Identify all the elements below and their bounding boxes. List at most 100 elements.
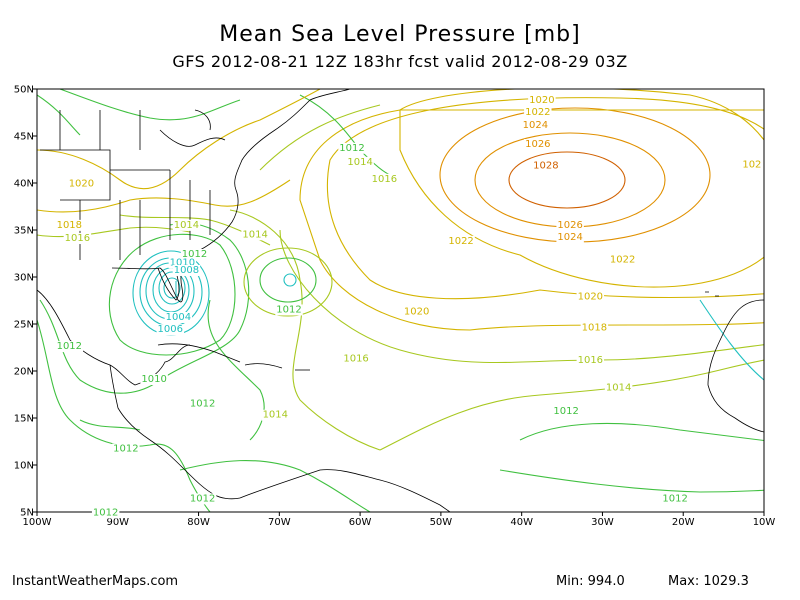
contour-label: 1016 — [578, 355, 603, 366]
isobar-1020-us — [37, 89, 321, 190]
contour-label-bg — [164, 311, 193, 323]
coast-cuba — [157, 343, 241, 363]
contour-label: 1012 — [113, 444, 138, 455]
site-credit: InstantWeatherMaps.com — [12, 574, 179, 589]
coast-south-america — [239, 469, 451, 512]
isobar-storm-1 — [163, 277, 181, 299]
contour-label: 1020 — [69, 179, 94, 190]
contour-label: 1020 — [578, 291, 603, 302]
contour-label-bg — [168, 257, 197, 269]
contour-label: 1024 — [523, 120, 548, 131]
lat-label: 15N — [14, 414, 34, 425]
isobar-1012-atl — [207, 299, 764, 493]
lon-label: 100W — [23, 517, 52, 528]
isobar-1016 — [259, 104, 764, 364]
contour-label: 1020 — [404, 306, 429, 317]
lon-label: 40W — [510, 517, 533, 528]
contour-label-bg — [188, 398, 217, 410]
contour-label-bg — [346, 156, 374, 168]
lon-label: 70W — [268, 517, 291, 528]
isobar-1020 — [326, 97, 764, 300]
contour-label: 1014 — [347, 157, 372, 168]
lon-label: 50W — [430, 517, 453, 528]
lat-label: 10N — [14, 461, 34, 472]
contour-label: 1014 — [263, 410, 288, 421]
lat-label: 20N — [14, 367, 34, 378]
isobar-1012-us — [37, 89, 241, 136]
isobar-1022 — [399, 89, 764, 288]
contour-label: 1004 — [166, 312, 191, 323]
contour-label: 1012 — [93, 508, 118, 519]
contour-label: 1022 — [448, 236, 473, 247]
lat-label: 35N — [14, 226, 34, 237]
contour-label-bg — [661, 493, 689, 505]
contour-label-bg — [524, 139, 552, 151]
isobar-lines — [37, 89, 764, 512]
contour-label: 1010 — [141, 374, 166, 385]
coast-great-lakes — [159, 109, 226, 147]
contour-label-bg — [524, 107, 552, 119]
lon-label: 80W — [187, 517, 210, 528]
isobar-1028 — [508, 151, 626, 209]
contour-label: 1008 — [174, 265, 199, 276]
contour-label-bg — [576, 355, 605, 367]
contour-label-bg — [528, 94, 556, 106]
contour-label: 1014 — [606, 382, 631, 393]
contour-label-bg — [604, 382, 633, 394]
coast-central-america — [109, 364, 241, 500]
contour-label-bg — [580, 322, 609, 334]
max-pressure: Max: 1029.3 — [668, 574, 749, 589]
contour-label-bg — [63, 233, 92, 245]
contour-label: 1012 — [190, 493, 215, 504]
contour-label-bg — [447, 235, 475, 247]
contour-label-bg — [521, 120, 550, 132]
isobar-1014 — [229, 209, 764, 451]
contour-label: 1012 — [339, 143, 364, 154]
contour-label: 1014 — [174, 220, 199, 231]
contour-label: 1022 — [525, 107, 550, 118]
contour-label: 1010 — [170, 257, 195, 268]
contour-label: 1022 — [610, 255, 635, 266]
isobar-small-low-1 — [283, 273, 297, 287]
contour-label-bg — [576, 291, 605, 303]
contour-label-bg — [91, 507, 120, 519]
min-pressure: Min: 994.0 — [556, 574, 625, 589]
lat-label: 50N — [14, 85, 34, 96]
lat-label: 5N — [20, 508, 34, 519]
isobar-1018 — [299, 109, 764, 331]
map-subtitle: GFS 2012-08-21 12Z 183hr fcst valid 2012… — [172, 52, 628, 71]
contour-label: 1016 — [65, 233, 90, 244]
lon-label: 90W — [106, 517, 129, 528]
contour-label: 1026 — [557, 220, 582, 231]
latitude-labels: 50N 45N 40N 35N 30N 25N 20N 15N 10N 5N — [14, 85, 34, 519]
contour-label-bg — [55, 341, 84, 353]
contour-label-bg — [55, 219, 84, 231]
map-title: Mean Sea Level Pressure [mb] — [219, 22, 581, 47]
coast-canary — [705, 291, 719, 297]
isobar-1012-carib — [179, 460, 371, 512]
contour-label-bg — [608, 254, 637, 266]
contour-label-bg — [275, 304, 303, 316]
isobar-1026 — [474, 132, 666, 228]
contour-label-bg — [172, 264, 201, 276]
contour-label-bg — [241, 229, 269, 241]
contour-label-bg — [172, 219, 201, 231]
contour-label-bg — [112, 443, 140, 455]
contour-label-bg — [338, 142, 366, 154]
isobar-small-low-2 — [259, 257, 317, 303]
contour-label: 1020 — [529, 95, 554, 106]
contour-label-bg — [402, 306, 431, 318]
coastlines — [37, 89, 764, 512]
contour-label: 1014 — [242, 229, 267, 240]
map-frame — [36, 88, 765, 513]
contour-label: 1012 — [57, 341, 82, 352]
coast-hispaniola — [244, 363, 283, 369]
longitude-labels: 100W 90W 80W 70W 60W 50W 40W 30W 20W 10W — [23, 517, 776, 528]
contour-label-bg — [261, 409, 290, 421]
contour-label-bg — [180, 249, 209, 260]
contour-label: 1024 — [557, 232, 582, 243]
coast-north-america — [37, 89, 351, 386]
lon-label: 20W — [672, 517, 695, 528]
contour-label-bg — [370, 173, 399, 185]
isobar-1012-mex — [37, 319, 211, 512]
